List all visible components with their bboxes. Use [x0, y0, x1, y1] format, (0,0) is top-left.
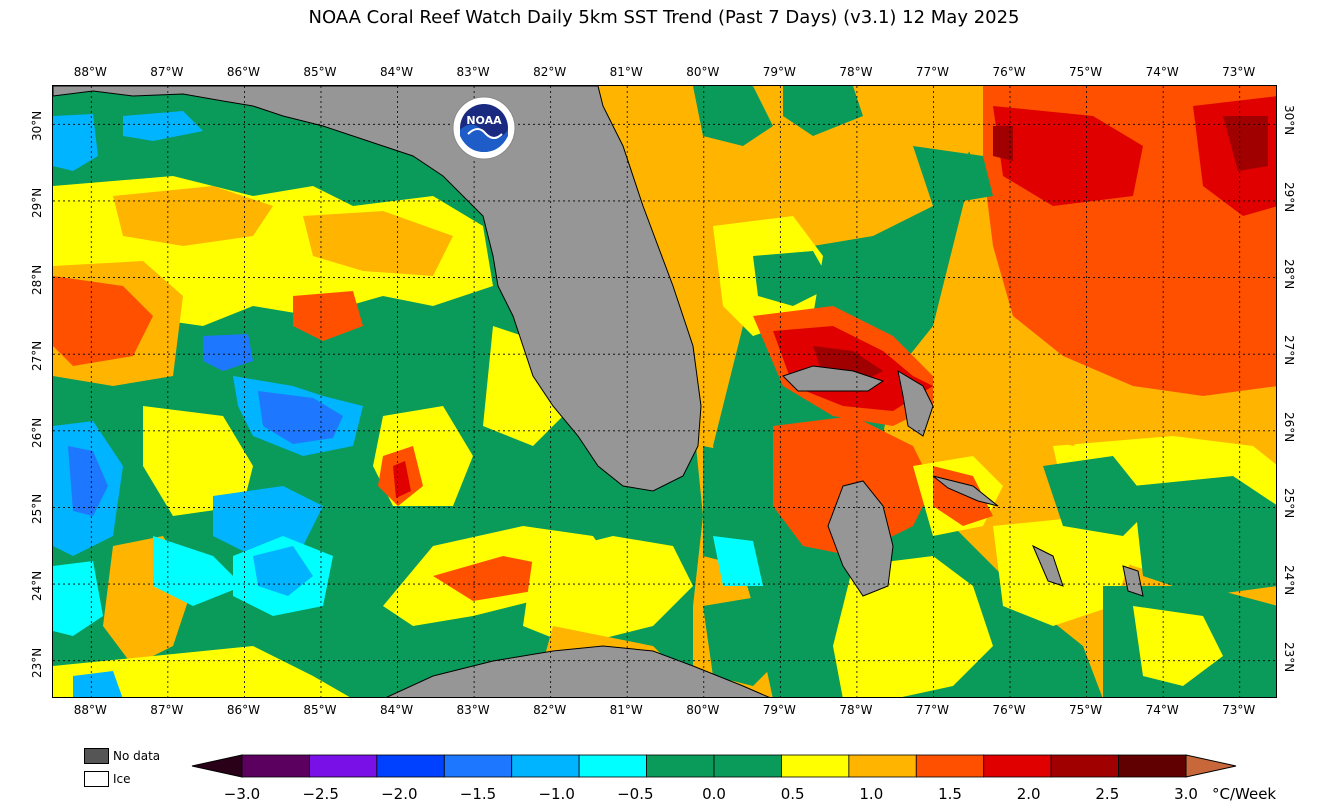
colorbar-segment — [443, 754, 513, 778]
longitude-tick-label: 87°W — [150, 65, 184, 79]
longitude-tick-label: 77°W — [915, 703, 950, 717]
longitude-tick-label: 88°W — [73, 65, 107, 79]
colorbar-segment — [915, 754, 985, 778]
longitude-tick-label: 85°W — [303, 65, 337, 79]
colorbar-segment — [848, 754, 917, 778]
latitude-tick-label: 30°N — [1282, 105, 1296, 136]
longitude-tick-label: 78°W — [839, 65, 873, 79]
longitude-tick-label: 74°W — [1145, 65, 1179, 79]
longitude-tick-label: 86°W — [226, 65, 260, 79]
colorbar-segment — [713, 754, 782, 778]
acklins — [1122, 565, 1144, 597]
latitude-tick-label: 27°N — [30, 340, 44, 372]
latitude-tick-label: 28°N — [30, 264, 44, 295]
colorbar-tick-label: 2.5 — [1095, 785, 1120, 803]
andros-island — [827, 480, 894, 597]
longitude-tick-label: 79°W — [762, 703, 796, 717]
page-title: NOAA Coral Reef Watch Daily 5km SST Tren… — [308, 7, 1020, 28]
ice-label: Ice — [113, 772, 131, 786]
longitude-tick-label: 73°W — [1222, 65, 1256, 79]
latitude-tick-label: 24°N — [1282, 565, 1296, 596]
grand-bahama — [782, 365, 885, 392]
land-masses — [53, 86, 1144, 697]
colorbar-tick-label: 0.5 — [780, 785, 805, 803]
longitude-tick-label: 78°W — [839, 703, 873, 717]
latitude-tick-label: 25°N — [30, 494, 44, 525]
colorbar-tick-label: −2.0 — [381, 785, 418, 803]
florida-land — [53, 86, 702, 492]
colorbar-tick-label: −1.0 — [538, 785, 575, 803]
latitude-tick-label: 29°N — [1282, 181, 1296, 213]
colorbar-tick-label: 3.0 — [1174, 785, 1198, 803]
latitude-tick-label: 29°N — [30, 187, 44, 218]
longitude-tick-label: 81°W — [609, 703, 643, 717]
longitude-tick-label: 76°W — [992, 703, 1026, 717]
latitude-tick-label: 26°N — [30, 417, 44, 448]
longitude-tick-label: 85°W — [303, 703, 337, 717]
longitude-tick-label: 73°W — [1222, 703, 1256, 717]
sst-trend-map — [52, 85, 1277, 698]
latitude-tick-label: 28°N — [1282, 258, 1296, 289]
colorbar-segment — [646, 754, 715, 778]
longitude-tick-label: 84°W — [379, 703, 414, 717]
longitude-tick-label: 82°W — [533, 65, 567, 79]
longitude-tick-label: 86°W — [226, 703, 260, 717]
colorbar-tick-label: 1.5 — [938, 785, 962, 803]
colorbar-tick-label: 2.0 — [1016, 785, 1041, 803]
longitude-tick-label: 83°W — [456, 703, 490, 717]
colorbar-segment — [1050, 754, 1119, 778]
cuba-land — [386, 645, 770, 697]
colorbar-segment — [578, 754, 647, 778]
colorbar-segment — [781, 754, 850, 778]
long-island — [1032, 544, 1064, 587]
colorbar-segment — [983, 754, 1052, 778]
colorbar-low-extension — [191, 754, 243, 778]
svg-text:NOAA: NOAA — [466, 114, 502, 127]
colorbar-tick-label: 1.0 — [859, 785, 884, 803]
no-data-swatch — [84, 748, 109, 764]
colorbar-segment — [376, 754, 445, 778]
longitude-tick-label: 80°W — [686, 703, 720, 717]
longitude-tick-label: 77°W — [915, 65, 950, 79]
longitude-tick-label: 75°W — [1069, 65, 1103, 79]
longitude-tick-label: 79°W — [762, 65, 796, 79]
longitude-tick-label: 83°W — [456, 65, 490, 79]
colorbar-unit: °C/Week — [1212, 785, 1277, 803]
colorbar-high-extension — [1185, 754, 1237, 778]
longitude-tick-label: 82°W — [533, 703, 567, 717]
longitude-tick-label: 80°W — [686, 65, 720, 79]
latitude-tick-label: 23°N — [30, 647, 44, 678]
longitude-tick-label: 75°W — [1069, 703, 1103, 717]
latitude-tick-label: 27°N — [1282, 335, 1296, 366]
colorbar — [191, 754, 1237, 778]
gulf-cold-patches — [53, 111, 363, 697]
colorbar-tick-label: −3.0 — [223, 785, 261, 803]
ice-swatch — [84, 771, 109, 787]
noaa-logo: NOAA — [452, 96, 516, 160]
longitude-tick-label: 76°W — [992, 65, 1026, 79]
colorbar-tick-label: 0.0 — [702, 785, 726, 803]
longitude-tick-label: 74°W — [1145, 703, 1179, 717]
longitude-tick-label: 88°W — [73, 703, 107, 717]
colorbar-tick-label: −2.5 — [302, 785, 339, 803]
abaco-island — [897, 369, 934, 437]
atlantic-anomaly-patches — [598, 86, 1276, 697]
colorbar-segment — [511, 754, 580, 778]
colorbar-tick-label: −1.5 — [459, 785, 497, 803]
longitude-tick-label: 81°W — [609, 65, 643, 79]
map-gridlines — [53, 86, 1276, 697]
colorbar-segment — [309, 754, 378, 778]
eleuthera — [932, 475, 999, 507]
latitude-tick-label: 26°N — [1282, 411, 1296, 443]
longitude-tick-label: 87°W — [150, 703, 184, 717]
latitude-tick-label: 25°N — [1282, 488, 1296, 519]
colorbar-segment — [1118, 754, 1187, 778]
latitude-tick-label: 23°N — [1282, 641, 1296, 672]
longitude-tick-label: 84°W — [379, 65, 414, 79]
colorbar-tick-label: −0.5 — [617, 785, 654, 803]
no-data-label: No data — [113, 749, 161, 763]
latitude-tick-label: 24°N — [30, 570, 44, 602]
colorbar-segment — [241, 754, 310, 778]
latitude-tick-label: 30°N — [30, 111, 44, 142]
